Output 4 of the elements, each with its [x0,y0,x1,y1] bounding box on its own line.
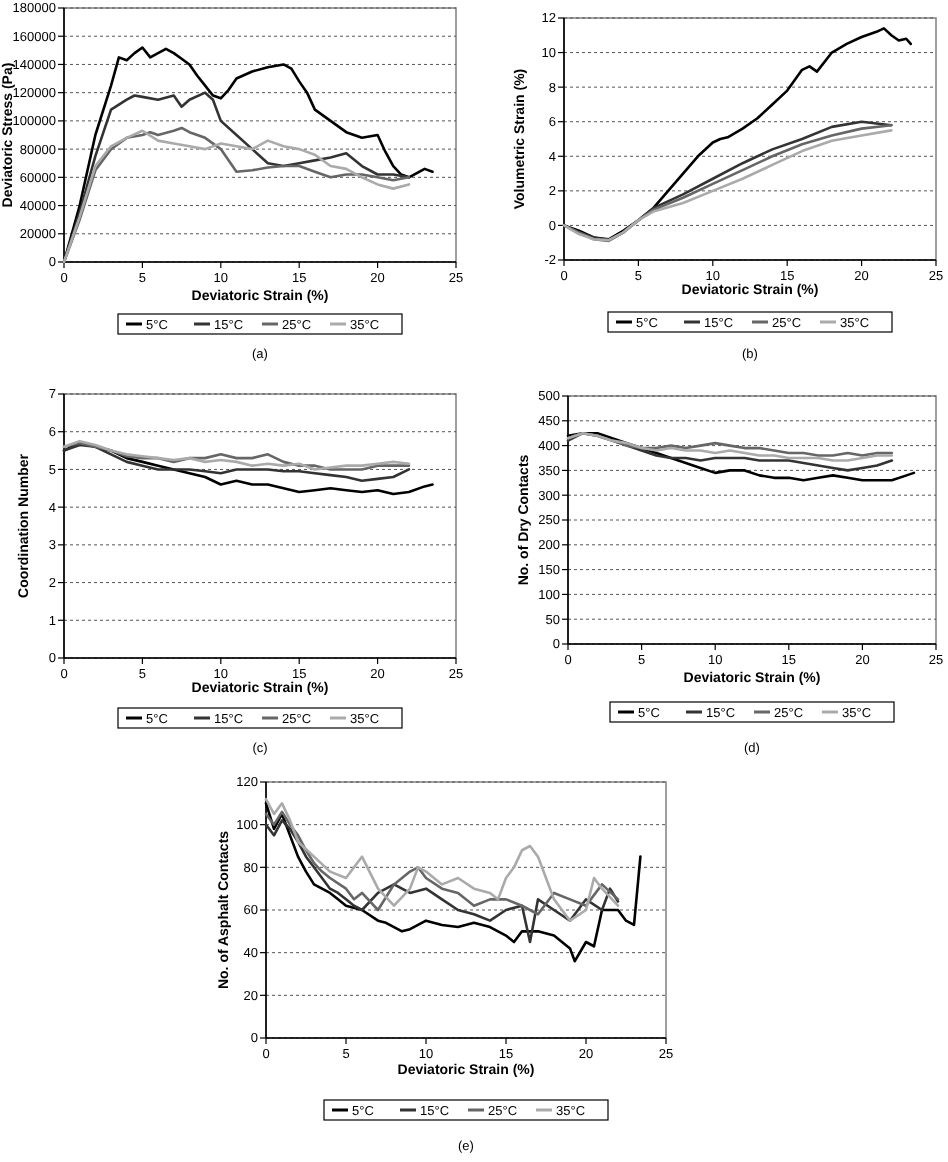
line-series [264,797,620,922]
line-series [62,443,411,483]
line-series [264,819,620,944]
line-series [264,810,620,916]
